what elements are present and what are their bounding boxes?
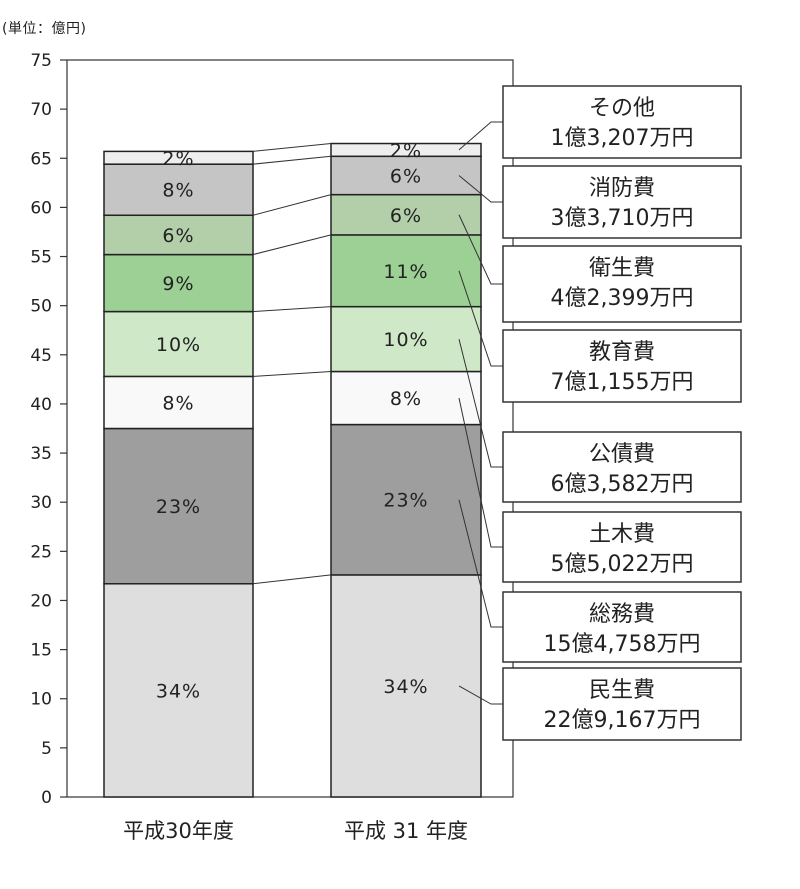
data-label: 23% bbox=[156, 496, 201, 518]
legend-name: 消防費 bbox=[589, 176, 655, 201]
legend-amount: 1億3,207万円 bbox=[551, 126, 694, 151]
y-tick-label: 5 bbox=[41, 739, 52, 759]
legend-name: 総務費 bbox=[589, 602, 655, 627]
legend-name: その他 bbox=[589, 96, 655, 121]
callout-line bbox=[458, 121, 503, 151]
callout-line bbox=[458, 214, 503, 285]
legend-amount: 15億4,758万円 bbox=[544, 632, 701, 657]
bar-segment bbox=[330, 370, 482, 426]
callout-line bbox=[458, 270, 503, 367]
y-tick-label: 20 bbox=[30, 591, 52, 611]
legend-name: 土木費 bbox=[589, 522, 655, 547]
connector-line bbox=[252, 143, 332, 152]
data-label: 9% bbox=[162, 273, 194, 295]
bar-segment bbox=[330, 305, 482, 373]
data-label: 8% bbox=[162, 392, 194, 414]
y-tick-label: 25 bbox=[30, 542, 52, 562]
y-tick-label: 40 bbox=[30, 395, 52, 415]
y-tick-label: 50 bbox=[30, 297, 52, 317]
data-label: 23% bbox=[383, 490, 428, 512]
connector-line bbox=[252, 371, 332, 377]
y-tick-label: 75 bbox=[30, 51, 52, 71]
connector-line bbox=[252, 574, 332, 585]
callout-box bbox=[502, 329, 742, 403]
connector-line bbox=[252, 155, 332, 165]
connector-line bbox=[252, 234, 332, 256]
bar-segment bbox=[103, 214, 254, 256]
legend-amount: 7億1,155万円 bbox=[551, 370, 694, 395]
data-label: 6% bbox=[390, 205, 422, 227]
callout-box bbox=[502, 511, 742, 583]
unit-label: (単位：億円) bbox=[2, 21, 87, 37]
legend-amount: 5億5,022万円 bbox=[551, 552, 694, 577]
bar-segment bbox=[330, 234, 482, 308]
data-label: 6% bbox=[390, 165, 422, 187]
legend-name: 衛生費 bbox=[589, 256, 655, 281]
callout-box bbox=[502, 431, 742, 503]
data-label: 10% bbox=[156, 334, 201, 356]
bar-segment bbox=[103, 375, 254, 430]
callout-line bbox=[458, 338, 503, 468]
legend-amount: 6億3,582万円 bbox=[551, 472, 694, 497]
legend-name: 教育費 bbox=[589, 340, 655, 365]
bar-segment bbox=[103, 310, 254, 378]
y-tick-label: 10 bbox=[30, 690, 52, 710]
connector-line bbox=[252, 306, 332, 313]
callout-line bbox=[458, 397, 503, 548]
category-label: 平成30年度 bbox=[123, 819, 234, 843]
y-tick-label: 30 bbox=[30, 493, 52, 513]
data-label: 2% bbox=[390, 140, 422, 162]
data-label: 10% bbox=[383, 329, 428, 351]
bar-segment bbox=[330, 193, 482, 236]
bar-segment bbox=[330, 423, 482, 576]
y-tick-label: 35 bbox=[30, 444, 52, 464]
bar-segment bbox=[103, 163, 254, 217]
plot-frame bbox=[66, 59, 514, 798]
callout-box bbox=[502, 591, 742, 663]
legend-name: 公債費 bbox=[589, 442, 655, 467]
y-tick-label: 60 bbox=[30, 198, 52, 218]
data-label: 11% bbox=[383, 261, 428, 283]
data-label: 2% bbox=[162, 148, 194, 170]
callout-box bbox=[502, 245, 742, 323]
data-label: 34% bbox=[383, 676, 428, 698]
callout-box bbox=[502, 667, 742, 741]
callout-line bbox=[458, 685, 503, 705]
legend-name: 民生費 bbox=[589, 678, 655, 703]
data-label: 6% bbox=[162, 225, 194, 247]
data-label: 8% bbox=[162, 180, 194, 202]
bar-segment bbox=[103, 150, 254, 165]
callout-box bbox=[502, 165, 742, 239]
legend-amount: 4億2,399万円 bbox=[551, 286, 694, 311]
y-tick-label: 65 bbox=[30, 149, 52, 169]
bar-segment bbox=[330, 142, 482, 158]
bar-segment bbox=[103, 427, 254, 585]
y-tick-label: 70 bbox=[30, 100, 52, 120]
callout-box bbox=[502, 85, 742, 159]
y-tick-label: 0 bbox=[41, 788, 52, 808]
connector-line bbox=[252, 194, 332, 216]
callout-line bbox=[458, 175, 503, 203]
data-label: 8% bbox=[390, 388, 422, 410]
y-tick-label: 45 bbox=[30, 346, 52, 366]
legend-amount: 22億9,167万円 bbox=[544, 708, 701, 733]
legend-amount: 3億3,710万円 bbox=[551, 206, 694, 231]
y-tick-label: 55 bbox=[30, 248, 52, 268]
bar-segment bbox=[330, 574, 482, 798]
callout-line bbox=[458, 499, 503, 628]
category-label: 平成 31 年度 bbox=[344, 819, 468, 843]
data-label: 34% bbox=[156, 680, 201, 702]
y-tick-label: 15 bbox=[30, 641, 52, 661]
